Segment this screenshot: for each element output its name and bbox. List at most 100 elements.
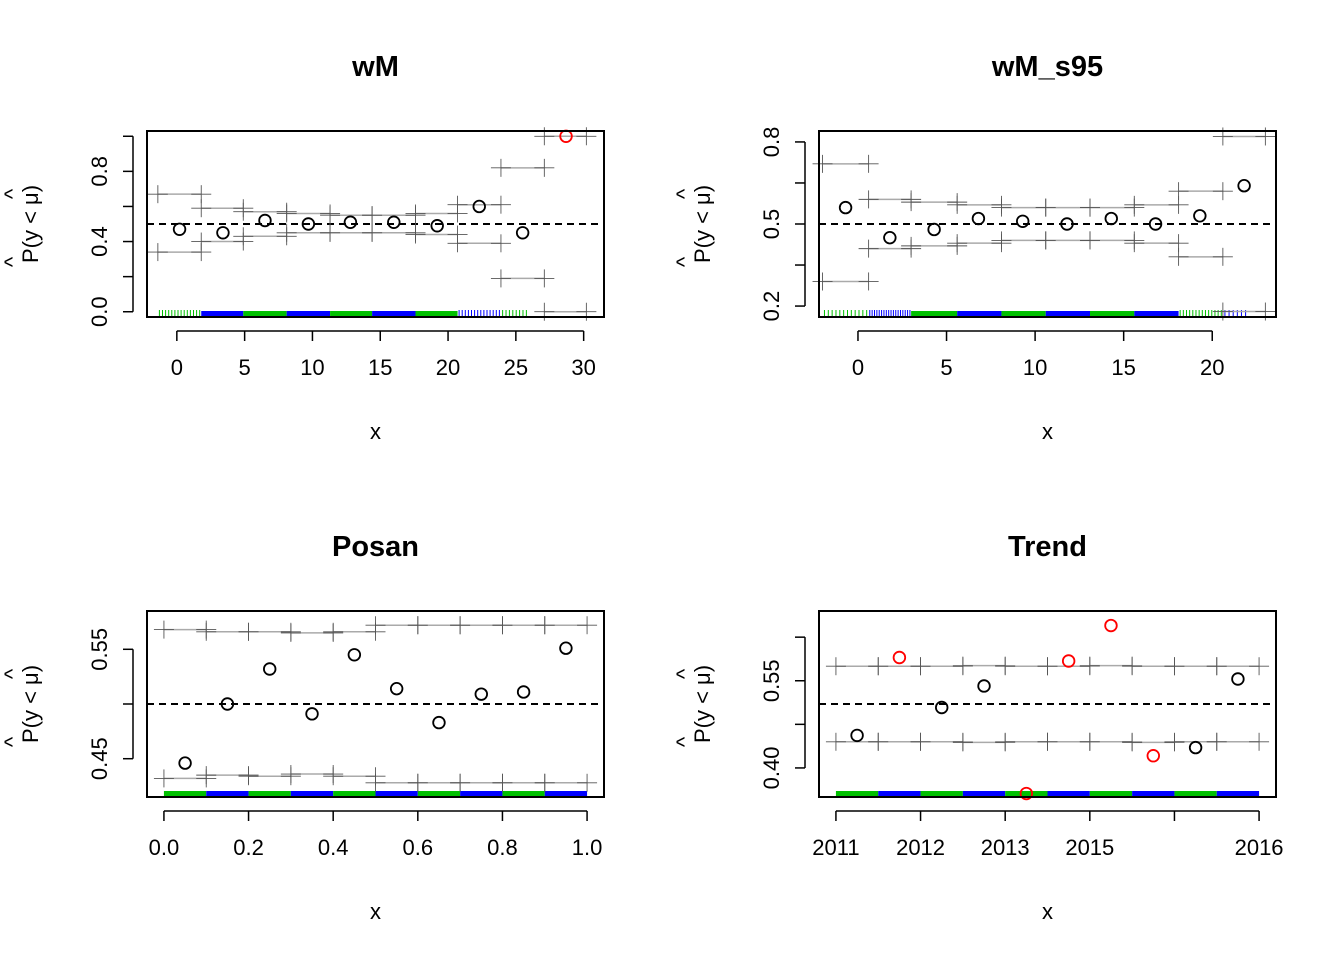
data-point bbox=[430, 219, 444, 233]
hat-mark: ^ bbox=[672, 188, 697, 199]
hat-mark: ^ bbox=[0, 256, 25, 267]
x-axis-label: x bbox=[1042, 899, 1053, 924]
chart-title: wM_s95 bbox=[991, 51, 1103, 83]
data-point bbox=[343, 215, 358, 229]
x-tick-label: 15 bbox=[368, 355, 392, 380]
data-point bbox=[1060, 217, 1074, 231]
x-tick-label: 0.4 bbox=[318, 835, 349, 860]
hat-mark: ^ bbox=[672, 668, 697, 679]
hat-mark: ^ bbox=[672, 736, 697, 747]
x-tick-label: 1.0 bbox=[572, 835, 603, 860]
data-point bbox=[1016, 214, 1030, 228]
data-point bbox=[850, 728, 864, 743]
data-point bbox=[1237, 179, 1251, 193]
x-axis-label: x bbox=[1042, 419, 1053, 444]
plot-frame bbox=[818, 610, 1277, 798]
data-point bbox=[472, 199, 486, 214]
data-point bbox=[172, 222, 187, 236]
y-tick-label: 0.8 bbox=[87, 156, 112, 187]
x-axis-label: x bbox=[370, 899, 381, 924]
x-tick-label: 2013 bbox=[981, 835, 1030, 860]
y-tick-label: 0.4 bbox=[87, 226, 112, 257]
data-point bbox=[263, 662, 277, 676]
data-point bbox=[220, 697, 235, 711]
y-tick-label: 0.5 bbox=[759, 209, 784, 240]
data-point bbox=[516, 685, 531, 699]
y-axis-label: P(y < μ) bbox=[690, 185, 715, 263]
data-point bbox=[305, 707, 319, 721]
data-point bbox=[389, 681, 404, 696]
hat-mark: ^ bbox=[0, 736, 25, 747]
plot-frame bbox=[818, 130, 1277, 318]
x-tick-label: 5 bbox=[239, 355, 251, 380]
data-point bbox=[1188, 740, 1203, 755]
x-tick-label: 10 bbox=[300, 355, 324, 380]
data-point bbox=[971, 211, 986, 226]
panel-3: Trend 2011 2012 2013 2015 2016 0.40 0.55 x P(y < … bbox=[672, 531, 1284, 924]
data-point bbox=[216, 226, 230, 240]
x-tick-label: 2012 bbox=[896, 835, 945, 860]
chart-title: wM bbox=[351, 51, 399, 83]
data-point bbox=[178, 756, 192, 770]
x-tick-label: 2011 bbox=[812, 835, 859, 860]
data-point bbox=[1061, 654, 1076, 668]
data-point bbox=[301, 217, 316, 231]
data-point bbox=[559, 641, 573, 655]
x-tick-label: 2015 bbox=[1065, 835, 1114, 860]
y-axis-label: P(y < μ) bbox=[690, 665, 715, 743]
data-point bbox=[1231, 672, 1245, 686]
data-point bbox=[935, 700, 949, 715]
y-tick-label: 0.8 bbox=[759, 127, 784, 158]
data-point bbox=[1104, 211, 1118, 226]
x-axis-label: x bbox=[370, 419, 381, 444]
data-point bbox=[838, 200, 853, 215]
data-point bbox=[258, 213, 272, 228]
x-tick-label: 0.2 bbox=[233, 835, 264, 860]
x-tick-label: 0.8 bbox=[487, 835, 518, 860]
data-point bbox=[883, 230, 897, 245]
data-point bbox=[1019, 786, 1034, 801]
panel-2: Posan 0.0 0.2 0.4 0.6 0.8 1.0 0.45 0.55 x P(y < μ)… bbox=[0, 531, 605, 924]
x-tick-label: 0.6 bbox=[403, 835, 434, 860]
y-tick-label: 0.45 bbox=[87, 737, 112, 780]
x-tick-label: 0.0 bbox=[149, 835, 180, 860]
data-point bbox=[515, 226, 530, 240]
y-tick-label: 0.2 bbox=[759, 291, 784, 322]
x-tick-label: 5 bbox=[940, 355, 952, 380]
y-tick-label: 0.55 bbox=[759, 659, 784, 702]
chart-title: Trend bbox=[1008, 531, 1087, 563]
data-point bbox=[387, 215, 401, 229]
x-tick-label: 20 bbox=[1200, 355, 1224, 380]
y-tick-label: 0.55 bbox=[87, 628, 112, 671]
hat-mark: ^ bbox=[672, 256, 697, 267]
data-point bbox=[1146, 749, 1160, 763]
panel-0: wM 0 5 10 15 20 25 30 0.0 0.4 0.8 x P(y < μ)^ ^ bbox=[0, 51, 605, 444]
x-tick-label: 30 bbox=[571, 355, 595, 380]
x-tick-label: 15 bbox=[1111, 355, 1135, 380]
data-point bbox=[432, 715, 446, 730]
plot-frame bbox=[146, 130, 605, 318]
y-tick-label: 0.0 bbox=[87, 296, 112, 327]
data-point bbox=[1193, 209, 1207, 223]
panel-1: wM_s95 0 5 10 15 20 0.2 0.5 0.8 x P(y < μ)^ ^ bbox=[672, 51, 1277, 444]
plot-frame bbox=[146, 610, 605, 798]
y-axis-label: P(y < μ) bbox=[18, 665, 43, 743]
hat-mark: ^ bbox=[0, 668, 25, 679]
x-tick-label: 2016 bbox=[1235, 835, 1284, 860]
data-point bbox=[927, 222, 941, 237]
data-point bbox=[1148, 217, 1163, 231]
x-tick-label: 0 bbox=[852, 355, 864, 380]
x-tick-label: 0 bbox=[171, 355, 183, 380]
data-point bbox=[347, 648, 362, 662]
chart-title: Posan bbox=[332, 531, 419, 563]
y-axis-label: P(y < μ) bbox=[18, 185, 43, 263]
data-point bbox=[892, 650, 907, 665]
hat-mark: ^ bbox=[0, 188, 25, 199]
x-tick-label: 20 bbox=[436, 355, 460, 380]
data-point bbox=[474, 687, 488, 701]
data-point bbox=[977, 679, 991, 693]
x-tick-label: 25 bbox=[504, 355, 528, 380]
x-tick-label: 10 bbox=[1023, 355, 1047, 380]
data-point bbox=[1104, 618, 1118, 633]
